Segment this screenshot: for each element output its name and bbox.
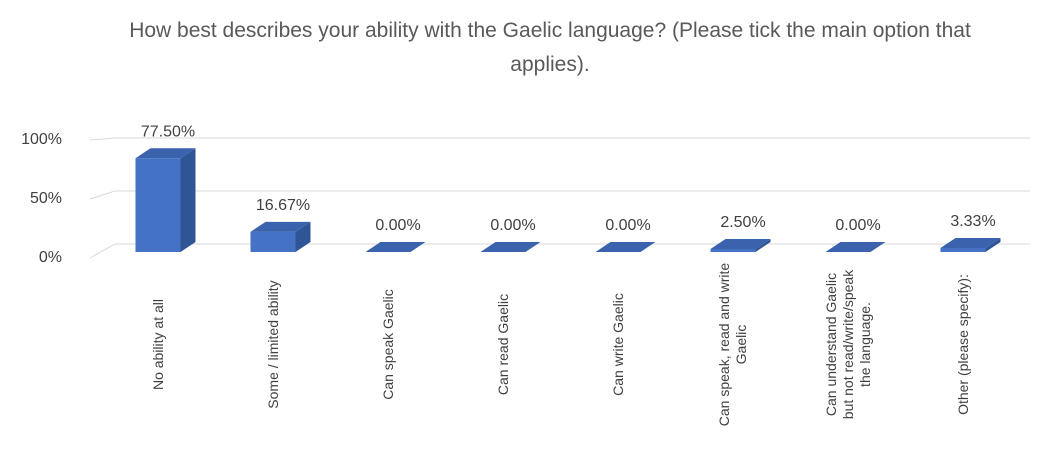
- bar-front: [250, 231, 296, 252]
- value-label: 0.00%: [490, 217, 535, 234]
- value-label: 2.50%: [720, 214, 765, 231]
- x-tick-label: Can understand Gaelic but not read/write…: [822, 269, 873, 420]
- y-tick-label: 100%: [21, 131, 62, 148]
- chart-title: How best describes your ability with the…: [129, 19, 971, 76]
- bar-top: [710, 238, 771, 249]
- grid-line: [89, 190, 1030, 200]
- bar: [940, 237, 1001, 252]
- value-label: 0.00%: [835, 217, 880, 234]
- bar: [825, 242, 886, 252]
- y-tick-label: 0%: [39, 249, 62, 266]
- bar: [710, 238, 771, 252]
- bar-front: [135, 158, 181, 252]
- bar-side: [180, 148, 196, 252]
- bar-front: [710, 248, 756, 252]
- x-tick-label: Can write Gaelic: [609, 293, 626, 396]
- bar: [480, 242, 541, 252]
- bar: [250, 221, 311, 252]
- x-tick-label: Other (please specify):: [954, 274, 971, 415]
- value-label: 77.50%: [141, 123, 195, 140]
- x-tick-label: Can speak Gaelic: [379, 289, 396, 400]
- bar-top: [595, 242, 656, 252]
- x-tick-label: Can speak, read and write Gaelic: [716, 262, 749, 427]
- x-tick-label: Can read Gaelic: [494, 293, 511, 396]
- value-label: 0.00%: [605, 217, 650, 234]
- bar-top: [825, 242, 886, 252]
- value-label: 0.00%: [375, 217, 420, 234]
- x-tick-label: Some / limited ability: [264, 280, 281, 409]
- x-tick-label: No ability at all: [149, 298, 166, 391]
- bar: [135, 148, 196, 252]
- bar-top: [940, 237, 1001, 248]
- y-tick-label: 50%: [30, 190, 62, 207]
- bar: [365, 242, 426, 252]
- value-label: 16.67%: [256, 197, 310, 214]
- bar-side: [755, 238, 771, 252]
- bar-top: [480, 242, 541, 252]
- bar-side: [295, 221, 311, 252]
- bar-top: [250, 221, 311, 232]
- bar-side: [985, 237, 1001, 252]
- grid-line: [89, 137, 1030, 141]
- bar: [595, 242, 656, 252]
- bar-top: [365, 242, 426, 252]
- grid-line: [89, 243, 1030, 259]
- bar-front: [940, 247, 986, 252]
- value-label: 3.33%: [950, 213, 995, 230]
- bar-top: [135, 148, 196, 159]
